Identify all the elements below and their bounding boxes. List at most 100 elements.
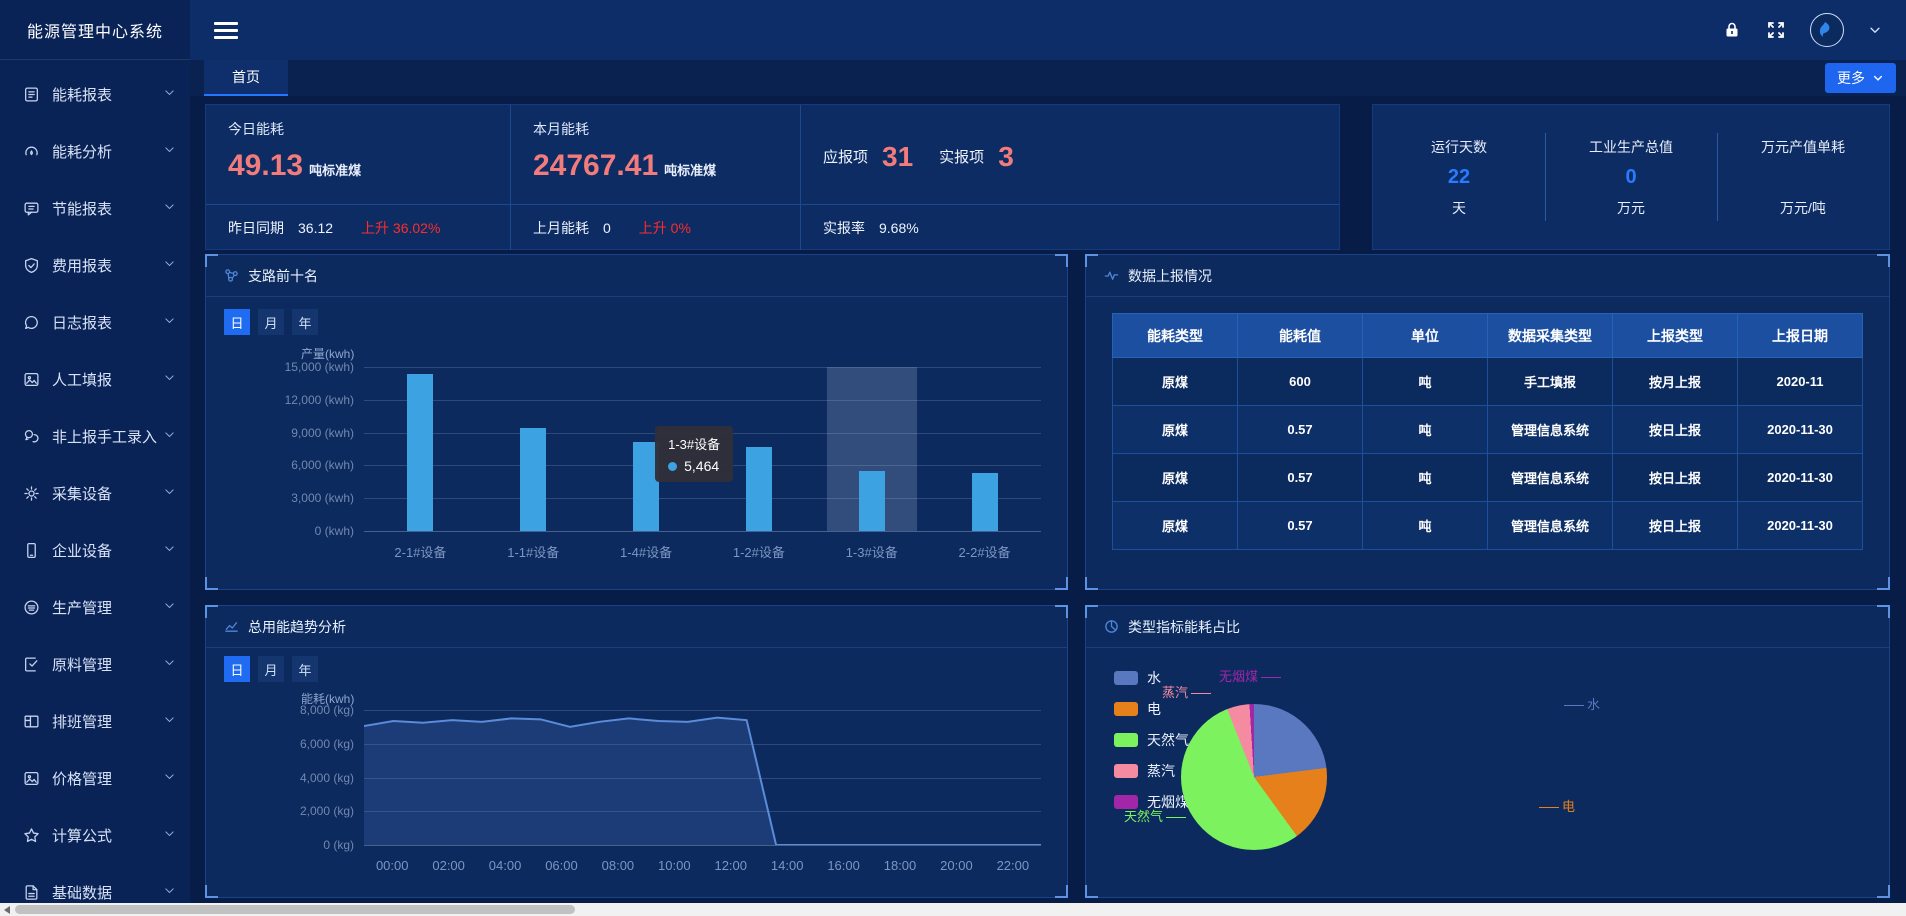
cell: 原煤 [1112, 453, 1238, 502]
sidebar-item-manual-entry[interactable]: 人工填报 [0, 351, 190, 408]
fullscreen-icon[interactable] [1766, 20, 1786, 40]
sidebar: 能源管理中心系统 能耗报表 能耗分析 节能报表 费用报表 日志报表 [0, 0, 190, 916]
cell: 原煤 [1112, 357, 1238, 406]
bar-gridline [364, 531, 1041, 532]
sidebar-item-collector-device[interactable]: 采集设备 [0, 465, 190, 522]
scheduling-icon [22, 713, 40, 731]
bar-gridline [364, 498, 1041, 500]
tab-month[interactable]: 月 [258, 656, 284, 682]
more-button[interactable]: 更多 [1825, 63, 1896, 93]
scrollbar-thumb[interactable] [15, 905, 575, 914]
legend-swatch [1114, 733, 1138, 747]
sidebar-item-label: 非上报手工录入 [52, 429, 158, 446]
log-report-icon [22, 314, 40, 332]
basic-data-icon [22, 884, 40, 902]
sidebar-item-energy-analysis[interactable]: 能耗分析 [0, 123, 190, 180]
hamburger-menu-icon[interactable] [214, 18, 238, 43]
stat-unit: 天 [1452, 199, 1466, 216]
tab-year[interactable]: 年 [292, 309, 318, 335]
bar-column[interactable] [633, 442, 660, 531]
legend-label: 水 [1147, 670, 1161, 686]
lock-icon[interactable] [1722, 20, 1742, 40]
kpi-due-label: 应报项 [823, 149, 869, 166]
bar-column[interactable] [407, 373, 434, 531]
col-unit: 单位 [1362, 313, 1488, 358]
cell: 0.57 [1237, 405, 1363, 454]
production-icon [22, 599, 40, 617]
tab-day[interactable]: 日 [224, 656, 250, 682]
bar-column[interactable] [971, 473, 998, 531]
cell: 原煤 [1112, 405, 1238, 454]
tab-day[interactable]: 日 [224, 309, 250, 335]
col-report-type: 上报类型 [1612, 313, 1738, 358]
kpi-today-trend: 上升 36.02% [361, 219, 441, 236]
cell: 600 [1237, 357, 1363, 406]
kpi-rate-value: 9.68% [879, 219, 919, 236]
sidebar-item-material[interactable]: 原料管理 [0, 636, 190, 693]
bar-column[interactable] [745, 446, 772, 531]
bar-category-label: 2-2#设备 [958, 545, 1011, 560]
sidebar-item-cost-report[interactable]: 费用报表 [0, 237, 190, 294]
horizontal-scrollbar[interactable] [0, 903, 1906, 916]
type-ratio-title: 类型指标能耗占比 [1086, 606, 1889, 648]
sidebar-item-price[interactable]: 价格管理 [0, 750, 190, 807]
sidebar-item-log-report[interactable]: 日志报表 [0, 294, 190, 351]
sidebar-item-energy-report[interactable]: 能耗报表 [0, 66, 190, 123]
chevron-down-icon [163, 599, 176, 616]
sidebar-item-offline-entry[interactable]: 非上报手工录入 [0, 408, 190, 465]
line-time-label: 06:00 [545, 858, 578, 873]
stat-unit: 万元/吨 [1780, 199, 1826, 216]
data-reporting-title: 数据上报情况 [1086, 255, 1889, 297]
table-header-row: 能耗类型 能耗值 单位 数据采集类型 上报类型 上报日期 [1112, 313, 1863, 358]
legend-item-anthracite[interactable]: 无烟煤 [1114, 792, 1189, 812]
bar-column[interactable] [858, 471, 885, 531]
sidebar-item-formula[interactable]: 计算公式 [0, 807, 190, 864]
sidebar-item-label: 费用报表 [52, 258, 113, 275]
legend-item-gas[interactable]: 天然气 [1114, 730, 1189, 750]
line-time-label: 22:00 [996, 858, 1030, 873]
bar-x-labels: 2-1#设备 1-1#设备 1-4#设备 1-2#设备 1-3#设备 2-2#设备 [364, 542, 1041, 561]
cost-report-icon [22, 257, 40, 275]
bar-category-label: 1-4#设备 [620, 545, 673, 560]
legend-item-electricity[interactable]: 电 [1114, 699, 1189, 719]
sidebar-item-production[interactable]: 生产管理 [0, 579, 190, 636]
cell: 0.57 [1237, 501, 1363, 550]
scroll-left-arrow[interactable] [4, 905, 10, 914]
sidebar-item-saving-report[interactable]: 节能报表 [0, 180, 190, 237]
bar-y-axis-name: 产量(kwh) [301, 347, 355, 361]
stat-value: 22 [1447, 165, 1471, 188]
line-time-label: 16:00 [827, 858, 860, 873]
bar-category-label: 1-1#设备 [507, 545, 560, 560]
kpi-actual-value: 3 [998, 140, 1014, 172]
data-reporting-panel: 数据上报情况 能耗类型 能耗值 单位 数据采集类型 上报类型 上报日期 原煤 60… [1085, 254, 1890, 590]
tab-month[interactable]: 月 [258, 309, 284, 335]
sidebar-item-scheduling[interactable]: 排班管理 [0, 693, 190, 750]
bar-column[interactable] [520, 428, 547, 531]
sidebar-item-label: 排班管理 [52, 714, 113, 731]
report-icon [22, 86, 40, 104]
kpi-summary-card: 今日能耗 49.13 吨标准煤 本月能耗 24767.41 吨标准煤 应报项 31 … [205, 104, 1340, 250]
offline-entry-icon [22, 428, 40, 446]
cell: 吨 [1362, 501, 1488, 550]
tab-year[interactable]: 年 [292, 656, 318, 682]
legend-item-water[interactable]: 水 [1114, 668, 1189, 688]
bar-y-ticks: 15,000 (kwh) 12,000 (kwh) 9,000 (kwh) 6,000… [284, 360, 354, 538]
user-menu-chevron-icon[interactable] [1868, 23, 1882, 37]
tab-home[interactable]: 首页 [204, 60, 288, 96]
chevron-down-icon [163, 713, 176, 730]
pie-chart[interactable] [1181, 704, 1327, 850]
kpi-yesterday-label: 昨日同期 [228, 219, 284, 236]
sidebar-item-enterprise-device[interactable]: 企业设备 [0, 522, 190, 579]
user-avatar[interactable] [1810, 13, 1844, 47]
legend-item-steam[interactable]: 蒸汽 [1114, 761, 1189, 781]
cell: 吨 [1362, 405, 1488, 454]
line-time-label: 04:00 [488, 858, 522, 873]
kpi-month: 本月能耗 24767.41 吨标准煤 [511, 105, 801, 204]
material-icon [22, 656, 40, 674]
sidebar-item-basic-data[interactable]: 基础数据 [0, 864, 190, 916]
chevron-down-icon [163, 827, 176, 844]
sidebar-menu: 能耗报表 能耗分析 节能报表 费用报表 日志报表 人工填报 [0, 60, 190, 916]
table-row: 原煤 0.57 吨管理信息系统 按日上报 2020-11-30 [1112, 405, 1863, 454]
branch-top10-title: 支路前十名 [206, 255, 1067, 297]
legend-label: 天然气 [1147, 732, 1189, 748]
